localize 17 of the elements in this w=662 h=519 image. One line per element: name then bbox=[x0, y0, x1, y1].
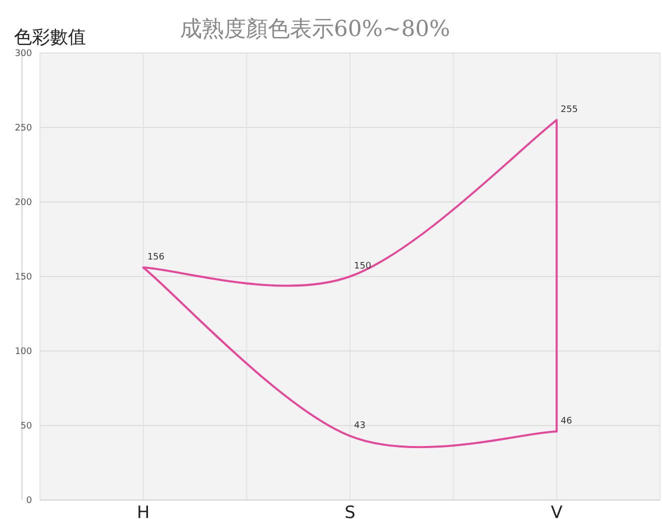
y-tick-label: 250 bbox=[14, 124, 32, 134]
data-label: 255 bbox=[560, 105, 578, 116]
data-label: 43 bbox=[354, 420, 366, 431]
y-tick-label: 200 bbox=[14, 198, 32, 208]
x-tick-label: V bbox=[550, 503, 563, 519]
data-label: 156 bbox=[147, 252, 165, 263]
data-label: 46 bbox=[560, 416, 572, 426]
x-tick-label: H bbox=[136, 503, 150, 519]
y-tick-label: 0 bbox=[26, 496, 32, 506]
data-label: 150 bbox=[354, 262, 372, 272]
y-tick-label: 300 bbox=[14, 49, 32, 59]
chart-title: 成熟度顏色表示60%~80% bbox=[180, 17, 450, 42]
x-tick-label: S bbox=[344, 503, 356, 519]
y-tick-label: 50 bbox=[20, 422, 32, 432]
y-tick-label: 150 bbox=[14, 272, 32, 282]
y-tick-label: 100 bbox=[14, 347, 32, 357]
y-axis-title: 色彩數值 bbox=[14, 27, 86, 48]
